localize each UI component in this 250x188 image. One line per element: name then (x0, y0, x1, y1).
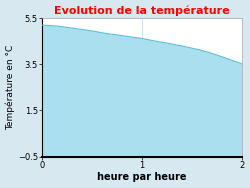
Title: Evolution de la température: Evolution de la température (54, 6, 230, 16)
X-axis label: heure par heure: heure par heure (97, 172, 187, 182)
Y-axis label: Température en °C: Température en °C (6, 45, 15, 130)
